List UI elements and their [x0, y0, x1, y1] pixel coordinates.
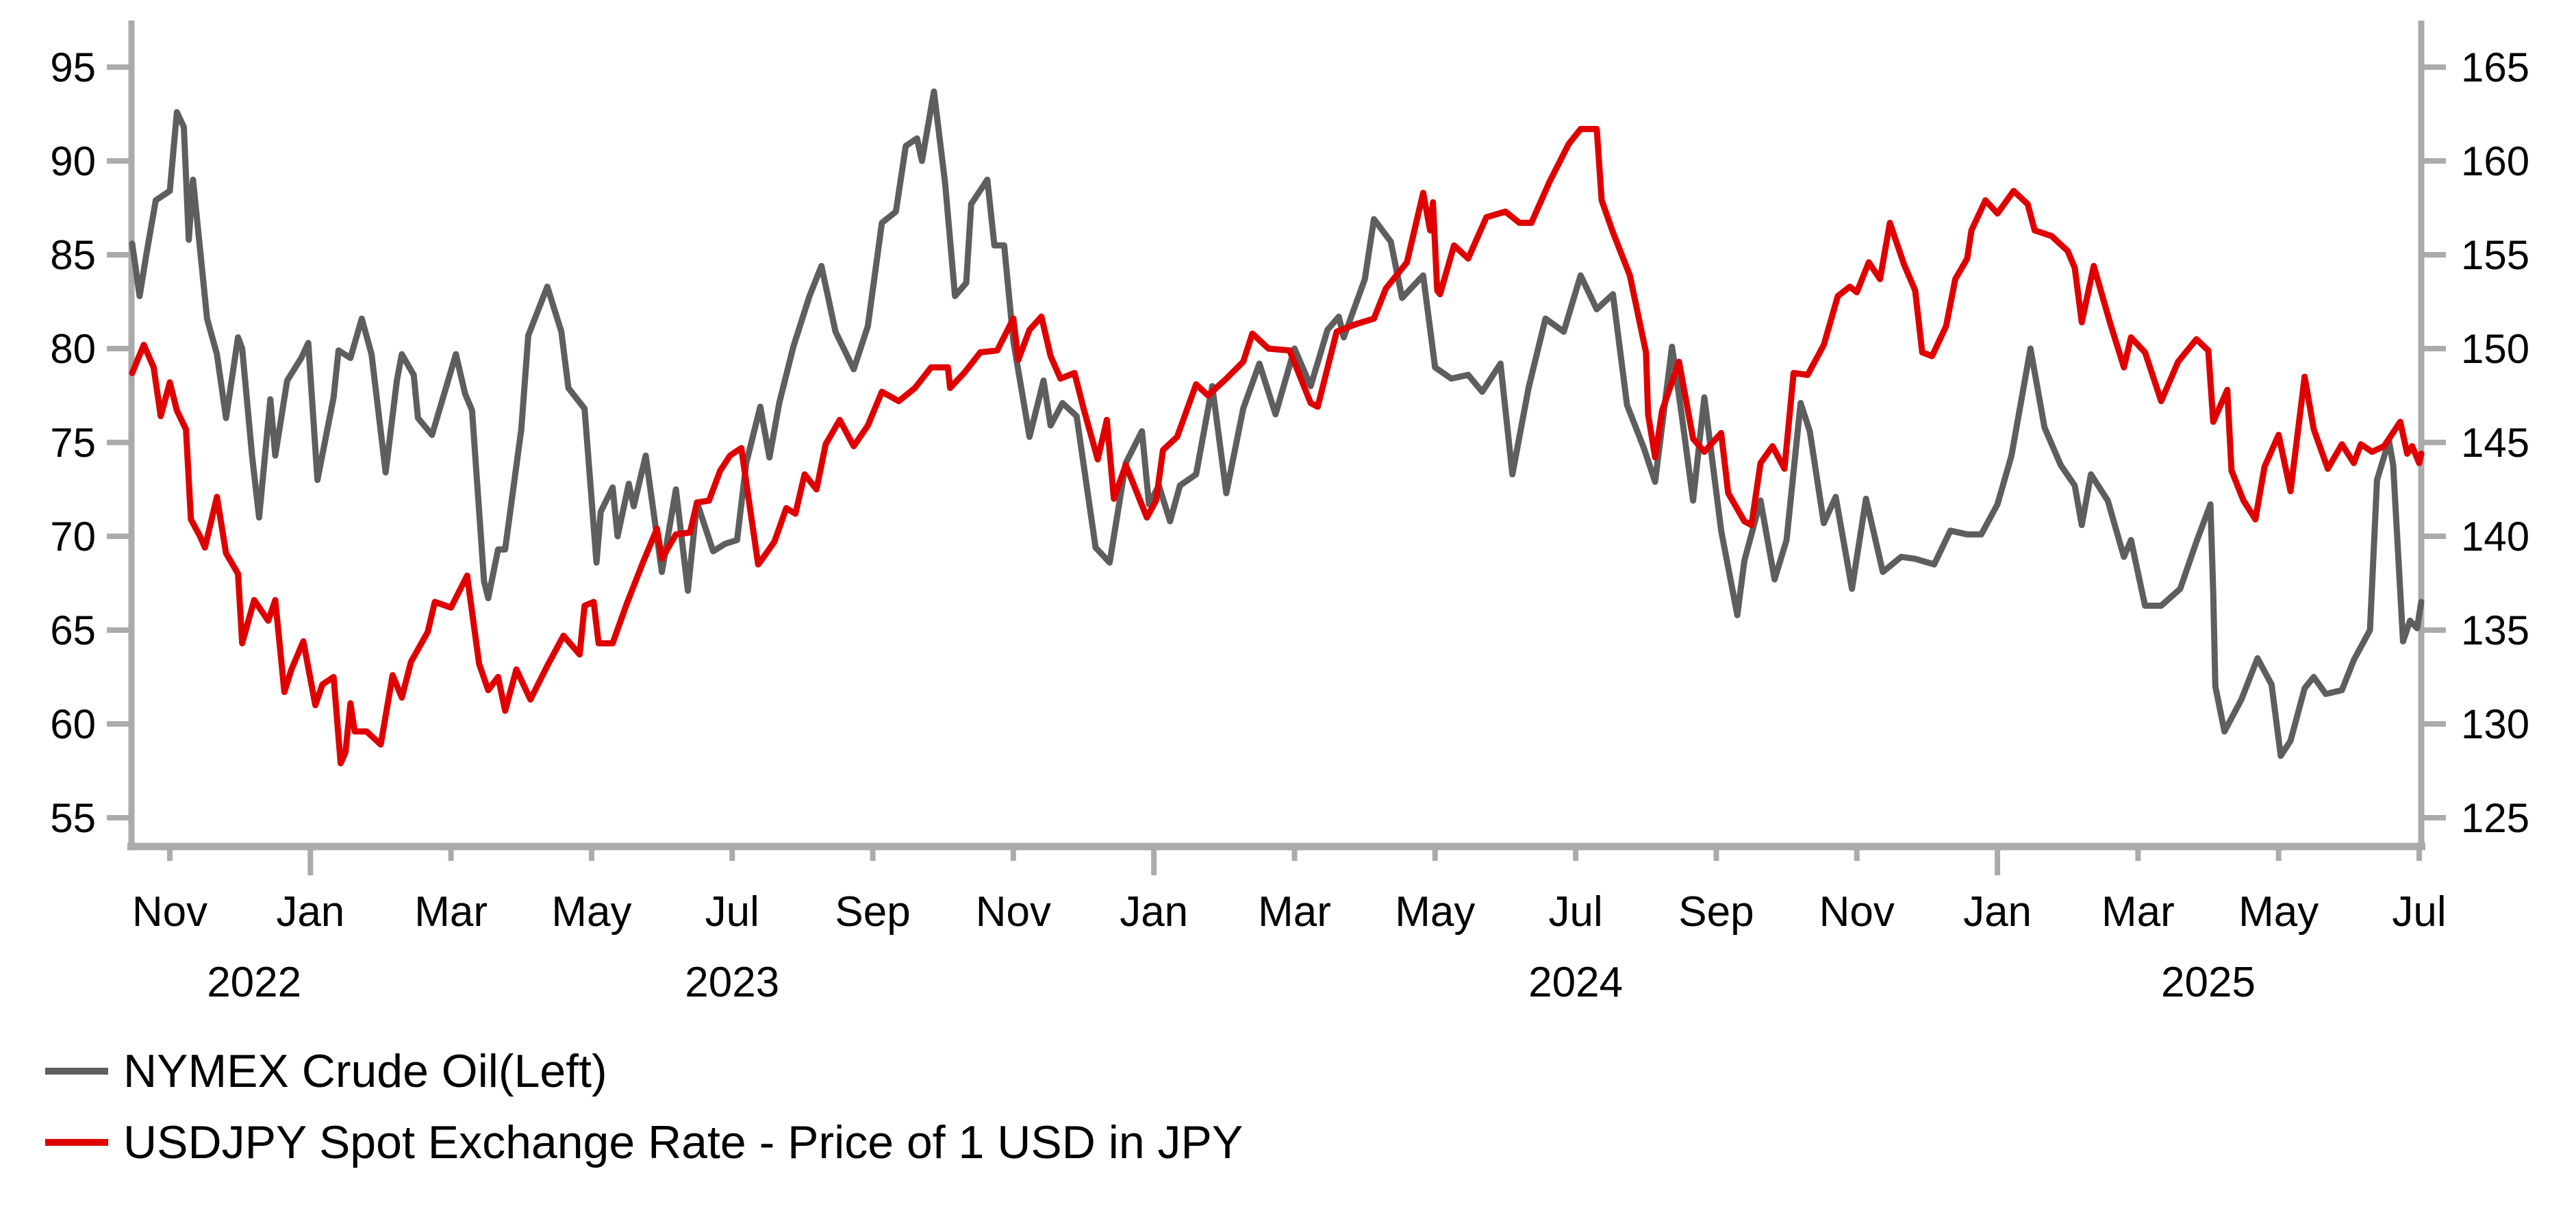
x-month-label: Nov — [132, 888, 207, 936]
y-left-tick-label: 70 — [50, 514, 96, 560]
legend-swatch-crude-oil-icon — [45, 1068, 108, 1075]
x-year-label: 2024 — [1528, 959, 1623, 1006]
x-month-label: Jan — [1120, 888, 1188, 936]
legend-label-usdjpy: USDJPY Spot Exchange Rate - Price of 1 U… — [123, 1116, 1243, 1168]
x-month-label: Mar — [414, 888, 488, 936]
y-left-tick-label: 60 — [50, 701, 96, 747]
y-right-tick-label: 165 — [2461, 45, 2529, 90]
y-left-tick-label: 55 — [50, 795, 96, 841]
x-year-label: 2025 — [2161, 959, 2256, 1006]
x-month-label: Nov — [976, 888, 1051, 936]
x-month-label: Mar — [1258, 888, 1331, 936]
y-left-tick-label: 95 — [50, 45, 96, 90]
x-month-label: Jul — [705, 888, 759, 936]
y-left-tick-label: 80 — [50, 326, 96, 372]
chart-legend: NYMEX Crude Oil(Left) USDJPY Spot Exchan… — [45, 1036, 1243, 1178]
legend-swatch-usdjpy-icon — [45, 1139, 108, 1146]
series-line-usdjpy — [129, 125, 2425, 766]
x-month-label: Sep — [1678, 888, 1754, 936]
x-year-label: 2022 — [207, 959, 301, 1006]
x-month-label: May — [1395, 888, 1475, 936]
y-right-tick-label: 135 — [2461, 607, 2529, 653]
x-month-label: Jan — [1963, 888, 2032, 936]
x-month-label: May — [2238, 888, 2319, 936]
y-right-tick-label: 130 — [2461, 701, 2529, 747]
legend-item-crude-oil: NYMEX Crude Oil(Left) — [45, 1036, 1243, 1107]
y-right-tick-label: 140 — [2461, 514, 2529, 560]
y-right-tick-label: 145 — [2461, 420, 2529, 466]
x-month-label: Mar — [2101, 888, 2175, 936]
y-right-tick-label: 125 — [2461, 795, 2529, 841]
y-left-tick-label: 75 — [50, 420, 96, 466]
y-left-tick-label: 90 — [50, 138, 96, 184]
y-right-tick-label: 150 — [2461, 326, 2529, 372]
y-left-tick-label: 85 — [50, 232, 96, 278]
x-month-label: Nov — [1819, 888, 1895, 936]
x-month-label: Jul — [2392, 888, 2446, 936]
y-left-tick-label: 65 — [50, 607, 96, 653]
x-month-label: Jan — [276, 888, 344, 936]
legend-item-usdjpy: USDJPY Spot Exchange Rate - Price of 1 U… — [45, 1107, 1243, 1178]
y-right-tick-label: 155 — [2461, 232, 2529, 278]
x-month-label: May — [551, 888, 631, 936]
y-right-tick-label: 160 — [2461, 138, 2529, 184]
legend-label-crude-oil: NYMEX Crude Oil(Left) — [123, 1045, 607, 1097]
x-year-label: 2023 — [685, 959, 779, 1006]
x-month-label: Sep — [835, 888, 910, 936]
x-month-label: Jul — [1548, 888, 1602, 936]
